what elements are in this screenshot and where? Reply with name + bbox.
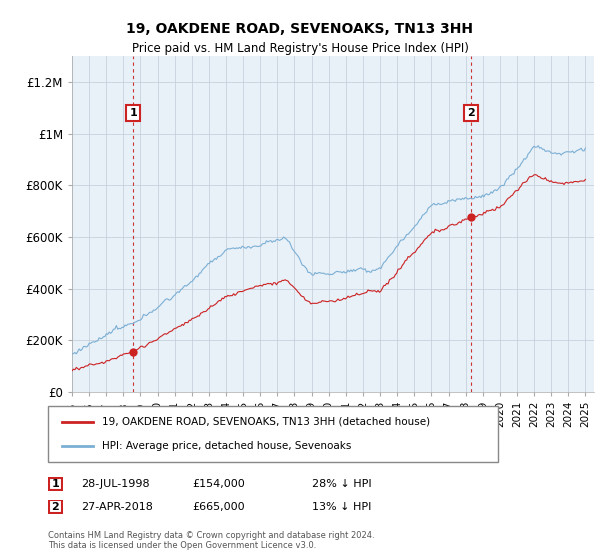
Text: 19, OAKDENE ROAD, SEVENOAKS, TN13 3HH (detached house): 19, OAKDENE ROAD, SEVENOAKS, TN13 3HH (d… [102,417,430,427]
Text: 19, OAKDENE ROAD, SEVENOAKS, TN13 3HH: 19, OAKDENE ROAD, SEVENOAKS, TN13 3HH [127,22,473,36]
Text: 2: 2 [467,108,475,118]
Text: 13% ↓ HPI: 13% ↓ HPI [312,502,371,512]
Text: £154,000: £154,000 [192,479,245,489]
FancyBboxPatch shape [48,406,498,462]
FancyBboxPatch shape [49,478,62,491]
Text: 28-JUL-1998: 28-JUL-1998 [81,479,149,489]
Text: £665,000: £665,000 [192,502,245,512]
Text: Price paid vs. HM Land Registry's House Price Index (HPI): Price paid vs. HM Land Registry's House … [131,42,469,55]
FancyBboxPatch shape [49,500,62,513]
Text: 1: 1 [129,108,137,118]
Text: 27-APR-2018: 27-APR-2018 [81,502,153,512]
Text: 1: 1 [52,479,59,489]
Text: HPI: Average price, detached house, Sevenoaks: HPI: Average price, detached house, Seve… [102,441,352,451]
Text: 28% ↓ HPI: 28% ↓ HPI [312,479,371,489]
Text: Contains HM Land Registry data © Crown copyright and database right 2024.
This d: Contains HM Land Registry data © Crown c… [48,530,374,550]
Text: 2: 2 [52,502,59,511]
